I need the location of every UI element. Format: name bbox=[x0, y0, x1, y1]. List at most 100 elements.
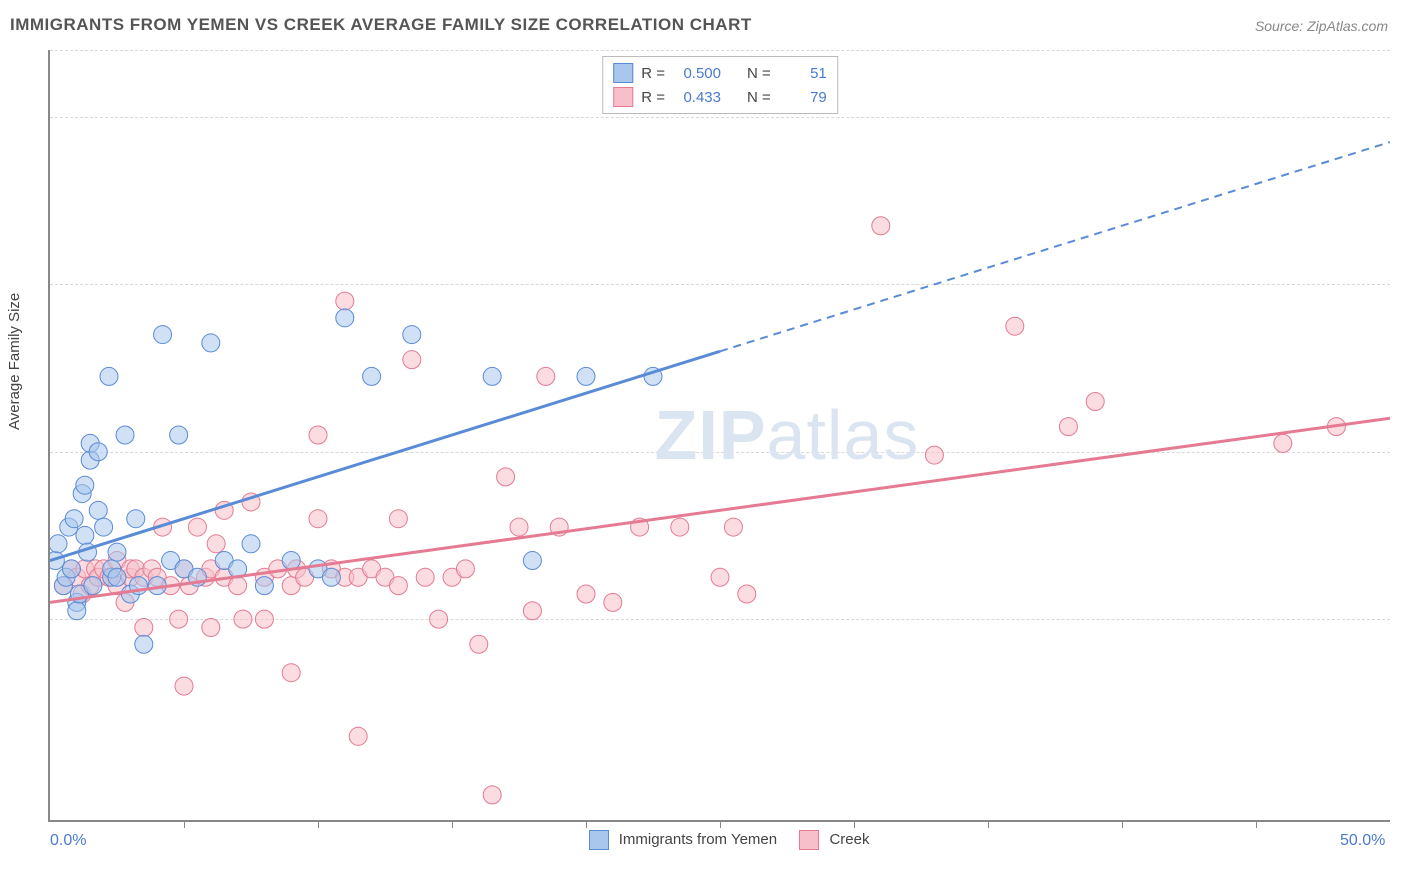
data-point bbox=[483, 786, 501, 804]
data-point bbox=[322, 568, 340, 586]
data-point bbox=[234, 610, 252, 628]
x-tick bbox=[184, 820, 185, 828]
y-axis-label: Average Family Size bbox=[6, 293, 23, 430]
data-point bbox=[282, 664, 300, 682]
data-point bbox=[100, 367, 118, 385]
data-point bbox=[282, 552, 300, 570]
data-point bbox=[711, 568, 729, 586]
source-label: Source: ZipAtlas.com bbox=[1255, 18, 1388, 34]
trend-line bbox=[50, 351, 720, 560]
data-point bbox=[116, 426, 134, 444]
legend-series-0-name: Immigrants from Yemen bbox=[619, 831, 777, 848]
data-point bbox=[188, 518, 206, 536]
x-tick bbox=[318, 820, 319, 828]
chart-title: IMMIGRANTS FROM YEMEN VS CREEK AVERAGE F… bbox=[10, 15, 752, 35]
x-tick bbox=[586, 820, 587, 828]
trend-line-dashed bbox=[720, 142, 1390, 351]
data-point bbox=[170, 610, 188, 628]
data-point bbox=[925, 446, 943, 464]
data-point bbox=[497, 468, 515, 486]
legend-n-label: N = bbox=[747, 89, 771, 106]
data-point bbox=[537, 367, 555, 385]
legend-n-label: N = bbox=[747, 65, 771, 82]
data-point bbox=[336, 309, 354, 327]
legend-r-label: R = bbox=[641, 65, 665, 82]
data-point bbox=[76, 476, 94, 494]
x-tick-label: 50.0% bbox=[1340, 832, 1385, 850]
data-point bbox=[671, 518, 689, 536]
data-point bbox=[68, 602, 86, 620]
data-point bbox=[202, 334, 220, 352]
legend-r-value-1: 0.433 bbox=[673, 89, 721, 106]
data-point bbox=[523, 552, 541, 570]
data-point bbox=[255, 610, 273, 628]
data-point bbox=[89, 501, 107, 519]
data-point bbox=[309, 510, 327, 528]
data-point bbox=[76, 526, 94, 544]
data-point bbox=[255, 577, 273, 595]
plot-svg bbox=[50, 50, 1390, 820]
data-point bbox=[202, 619, 220, 637]
data-point bbox=[403, 326, 421, 344]
x-tick bbox=[1256, 820, 1257, 828]
data-point bbox=[430, 610, 448, 628]
data-point bbox=[1086, 393, 1104, 411]
data-point bbox=[135, 619, 153, 637]
legend-n-value-0: 51 bbox=[779, 65, 827, 82]
data-point bbox=[336, 292, 354, 310]
legend-stats-row: R = 0.500 N = 51 bbox=[613, 61, 827, 85]
legend-stats: R = 0.500 N = 51 R = 0.433 N = 79 bbox=[602, 56, 838, 114]
x-tick bbox=[988, 820, 989, 828]
data-point bbox=[242, 535, 260, 553]
chart-container: IMMIGRANTS FROM YEMEN VS CREEK AVERAGE F… bbox=[0, 0, 1406, 892]
data-point bbox=[170, 426, 188, 444]
data-point bbox=[62, 560, 80, 578]
data-point bbox=[84, 577, 102, 595]
data-point bbox=[604, 593, 622, 611]
legend-swatch-series-1 bbox=[613, 87, 633, 107]
data-point bbox=[577, 367, 595, 385]
legend-r-label: R = bbox=[641, 89, 665, 106]
legend-n-value-1: 79 bbox=[779, 89, 827, 106]
data-point bbox=[65, 510, 83, 528]
data-point bbox=[95, 518, 113, 536]
data-point bbox=[89, 443, 107, 461]
x-tick bbox=[720, 820, 721, 828]
data-point bbox=[456, 560, 474, 578]
data-point bbox=[349, 727, 367, 745]
data-point bbox=[470, 635, 488, 653]
data-point bbox=[50, 535, 67, 553]
data-point bbox=[154, 326, 172, 344]
x-tick bbox=[1122, 820, 1123, 828]
data-point bbox=[108, 543, 126, 561]
data-point bbox=[483, 367, 501, 385]
data-point bbox=[872, 217, 890, 235]
legend-series: Immigrants from Yemen Creek bbox=[50, 830, 1390, 850]
data-point bbox=[135, 635, 153, 653]
data-point bbox=[229, 577, 247, 595]
legend-stats-row: R = 0.433 N = 79 bbox=[613, 85, 827, 109]
x-tick-label: 0.0% bbox=[50, 832, 86, 850]
legend-r-value-0: 0.500 bbox=[673, 65, 721, 82]
legend-swatch-series-1 bbox=[799, 830, 819, 850]
legend-swatch-series-0 bbox=[613, 63, 633, 83]
data-point bbox=[363, 367, 381, 385]
data-point bbox=[724, 518, 742, 536]
x-tick bbox=[854, 820, 855, 828]
data-point bbox=[1274, 434, 1292, 452]
data-point bbox=[416, 568, 434, 586]
data-point bbox=[403, 351, 421, 369]
legend-series-1-name: Creek bbox=[829, 831, 869, 848]
data-point bbox=[127, 510, 145, 528]
data-point bbox=[1059, 418, 1077, 436]
legend-swatch-series-0 bbox=[589, 830, 609, 850]
data-point bbox=[738, 585, 756, 603]
x-tick bbox=[452, 820, 453, 828]
data-point bbox=[309, 426, 327, 444]
data-point bbox=[577, 585, 595, 603]
data-point bbox=[389, 510, 407, 528]
plot-area: ZIPatlas R = 0.500 N = 51 R = 0.433 N = … bbox=[48, 50, 1390, 822]
data-point bbox=[510, 518, 528, 536]
data-point bbox=[389, 577, 407, 595]
data-point bbox=[175, 677, 193, 695]
